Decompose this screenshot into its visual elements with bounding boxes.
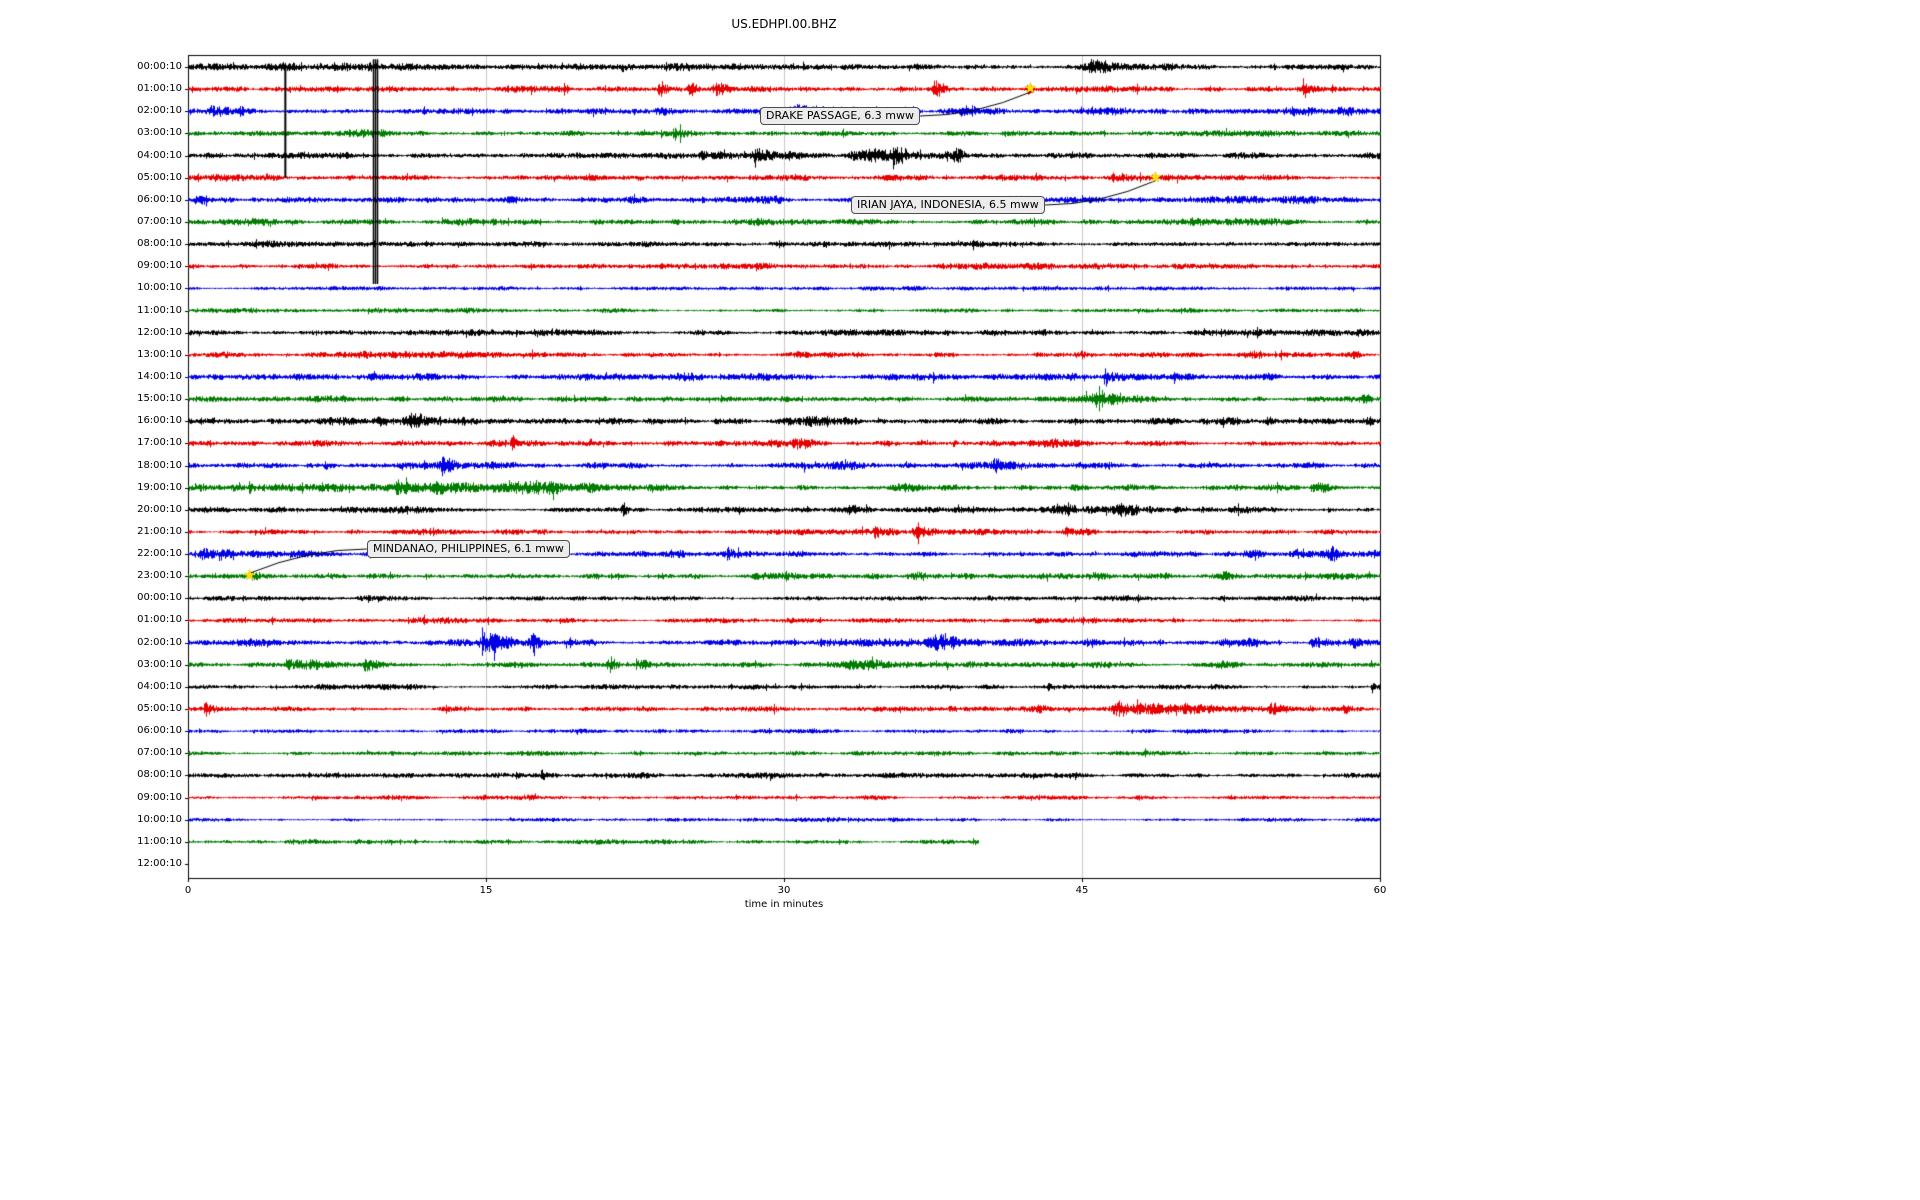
y-axis-label: 08:00:10 — [137, 238, 182, 250]
y-axis-label: 05:00:10 — [137, 171, 182, 183]
y-axis-label: 07:00:10 — [137, 215, 182, 227]
y-axis-label: 12:00:10 — [137, 326, 182, 338]
y-axis-label: 12:00:10 — [137, 858, 182, 869]
y-axis-label: 11:00:10 — [137, 304, 182, 316]
y-axis-label: 19:00:10 — [137, 481, 182, 493]
y-axis-label: 04:00:10 — [137, 680, 182, 692]
x-axis-tick-label: 15 — [479, 885, 493, 896]
y-axis-label: 10:00:10 — [137, 282, 182, 294]
y-axis-label: 22:00:10 — [137, 548, 182, 560]
event-label: IRIAN JAYA, INDONESIA, 6.5 mww — [851, 196, 1045, 214]
plot-title: US.EDHPI.00.BHZ — [731, 17, 837, 31]
y-axis-label: 02:00:10 — [137, 105, 182, 117]
y-axis-label: 04:00:10 — [137, 149, 182, 161]
y-axis-label: 00:00:10 — [137, 592, 182, 604]
y-axis-label: 01:00:10 — [137, 83, 182, 95]
y-axis-label: 17:00:10 — [137, 437, 182, 449]
y-axis-label: 06:00:10 — [137, 725, 182, 737]
y-axis-label: 01:00:10 — [137, 614, 182, 626]
event-star: ★ — [1148, 167, 1163, 186]
y-axis-label: 09:00:10 — [137, 791, 182, 803]
x-axis-label: time in minutes — [744, 899, 824, 910]
y-axis-label: 16:00:10 — [137, 415, 182, 427]
y-axis-label: 13:00:10 — [137, 348, 182, 360]
y-axis-label: 06:00:10 — [137, 193, 182, 205]
y-axis-label: 05:00:10 — [137, 703, 182, 715]
y-axis-label: 20:00:10 — [137, 503, 182, 515]
y-axis-label: 00:00:10 — [137, 61, 182, 72]
y-axis-label: 11:00:10 — [137, 835, 182, 847]
y-axis-label: 23:00:10 — [137, 570, 182, 582]
x-axis-tick-label: 30 — [777, 885, 791, 896]
y-axis-label: 07:00:10 — [137, 747, 182, 759]
y-axis-label: 18:00:10 — [137, 459, 182, 471]
event-star: ★ — [242, 566, 257, 585]
y-axis-label: 08:00:10 — [137, 769, 182, 781]
x-axis-tick-label: 45 — [1075, 885, 1089, 896]
event-label: DRAKE PASSAGE, 6.3 mww — [760, 107, 920, 125]
x-axis-tick-label: 60 — [1373, 885, 1387, 896]
y-axis-label: 14:00:10 — [137, 370, 182, 382]
event-star: ★ — [1023, 79, 1038, 98]
y-axis-label: 10:00:10 — [137, 813, 182, 825]
y-axis-label: 15:00:10 — [137, 393, 182, 405]
y-axis-label: 03:00:10 — [137, 658, 182, 670]
y-axis-label: 03:00:10 — [137, 127, 182, 139]
y-axis-label: 09:00:10 — [137, 260, 182, 272]
event-label: MINDANAO, PHILIPPINES, 6.1 mww — [367, 540, 570, 558]
y-axis-label: 21:00:10 — [137, 525, 182, 537]
y-axis-label: 02:00:10 — [137, 636, 182, 648]
x-axis-tick-label: 0 — [184, 885, 192, 896]
